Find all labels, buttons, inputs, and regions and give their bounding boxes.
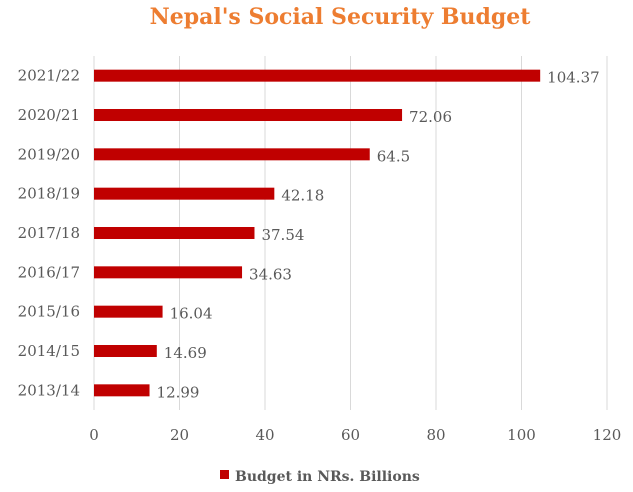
bar bbox=[94, 384, 150, 397]
bar bbox=[94, 69, 541, 82]
bar bbox=[94, 227, 255, 239]
category-label: 2018/19 bbox=[18, 185, 80, 203]
data-label: 104.37 bbox=[547, 69, 600, 87]
x-tick-label: 60 bbox=[341, 426, 360, 444]
x-tick-label: 80 bbox=[426, 426, 445, 444]
data-label: 37.54 bbox=[261, 226, 304, 244]
bars-layer bbox=[94, 69, 541, 397]
bar bbox=[94, 266, 243, 279]
bar bbox=[94, 187, 275, 200]
category-label: 2013/14 bbox=[18, 381, 80, 399]
bar bbox=[94, 305, 163, 318]
x-tick-label: 40 bbox=[255, 426, 274, 444]
chart-title: Nepal's Social Security Budget bbox=[150, 4, 532, 30]
legend: Budget in NRs. Billions bbox=[220, 469, 420, 485]
data-label: 34.63 bbox=[249, 265, 292, 283]
category-label: 2020/21 bbox=[18, 106, 80, 124]
bar bbox=[94, 148, 370, 161]
x-tick-label: 120 bbox=[593, 426, 622, 444]
category-label: 2017/18 bbox=[18, 224, 80, 242]
x-tick-label: 100 bbox=[507, 426, 536, 444]
data-label: 12.99 bbox=[157, 383, 200, 401]
data-label: 16.04 bbox=[170, 305, 213, 323]
category-label: 2015/16 bbox=[18, 303, 80, 321]
category-label: 2016/17 bbox=[18, 263, 80, 281]
data-label: 42.18 bbox=[281, 187, 324, 205]
data-label: 64.5 bbox=[377, 147, 410, 165]
labels-layer: 0 20 40 60 80 100 120 2021/22 104.37 2020/21 72.06… bbox=[18, 67, 622, 444]
x-tick-label: 20 bbox=[170, 426, 189, 444]
category-label: 2021/22 bbox=[18, 67, 80, 85]
legend-label: Budget in NRs. Billions bbox=[235, 469, 420, 485]
bar bbox=[94, 345, 157, 357]
data-label: 72.06 bbox=[409, 108, 452, 126]
data-label: 14.69 bbox=[164, 344, 207, 362]
x-tick-label: 0 bbox=[89, 426, 99, 444]
legend-swatch bbox=[220, 470, 229, 479]
bar bbox=[94, 109, 403, 121]
category-label: 2019/20 bbox=[18, 145, 80, 163]
category-label: 2014/15 bbox=[18, 342, 80, 360]
